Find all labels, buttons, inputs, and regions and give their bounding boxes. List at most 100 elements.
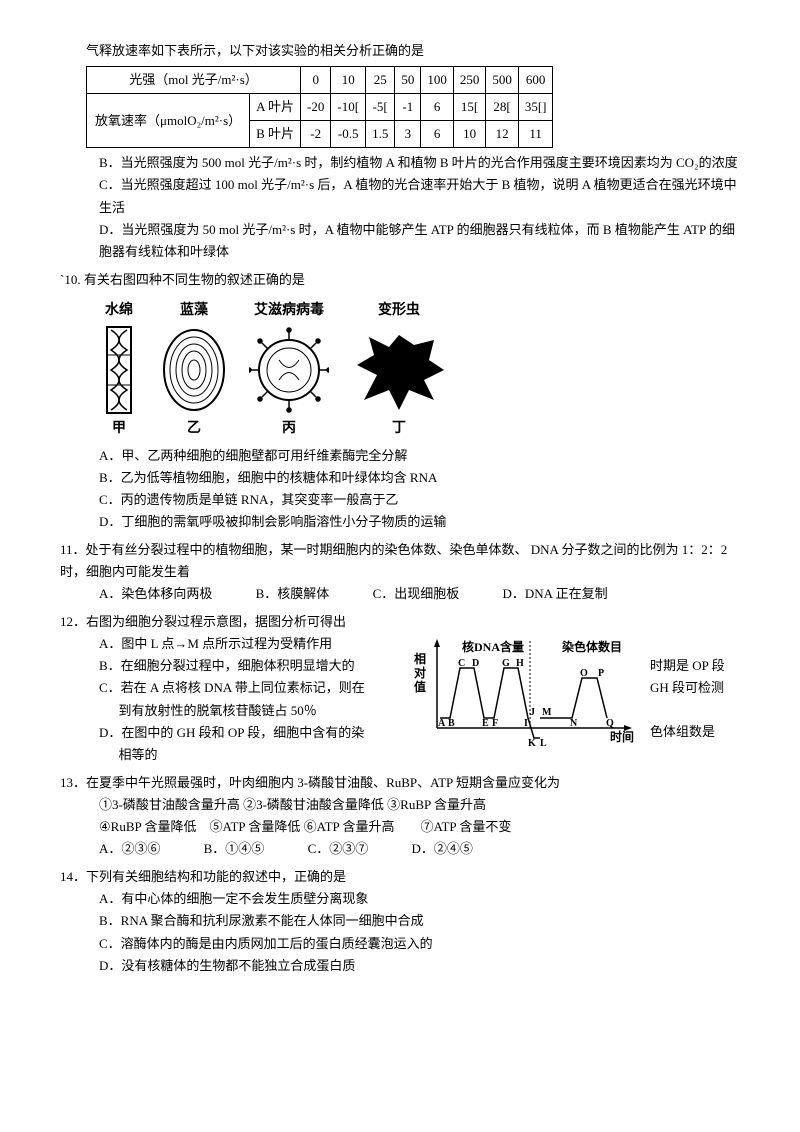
svg-text:M: M [542, 707, 552, 718]
q14-opt-a: A．有中心体的细胞一定不会发生质壁分离现象 [99, 888, 740, 910]
col-1: 10 [331, 67, 366, 94]
b5: 10 [453, 121, 486, 148]
q14-opt-d: D．没有核糖体的生物都不能独立合成蛋白质 [99, 955, 740, 977]
svg-text:P: P [598, 668, 604, 679]
a0: -20 [301, 94, 331, 121]
x-label: 时间 [610, 729, 634, 744]
svg-text:D: D [472, 658, 479, 669]
svg-text:H: H [516, 658, 524, 669]
cyanobacteria-icon [159, 325, 229, 415]
svg-text:J: J [530, 707, 535, 718]
b2: 1.5 [366, 121, 395, 148]
q11-opt-b: B．核膜解体 [256, 583, 330, 605]
q9-opt-b: B．当光照强度为 500 mol 光子/m²·s 时，制约植物 A 和植物 B … [99, 152, 740, 174]
col-5: 250 [453, 67, 486, 94]
q10-opt-a: A．甲、乙两种细胞的细胞壁都可用纤维素酶完全分解 [99, 445, 740, 467]
organism-images: 水绵 甲 蓝藻 乙 艾滋病病毒 [99, 299, 740, 441]
q14-stem: 14．下列有关细胞结构和功能的叙述中，正确的是 [60, 866, 740, 888]
a6: 28[ [486, 94, 519, 121]
q13-opt-a: A．②③⑥ [99, 838, 160, 860]
q10-opt-b: B．乙为低等植物细胞，细胞中的核糖体和叶绿体均含 RNA [99, 467, 740, 489]
col-3: 50 [395, 67, 421, 94]
svg-text:C: C [458, 658, 465, 669]
y-label: 相对值 [414, 651, 426, 694]
svg-text:F: F [492, 718, 498, 729]
label-bottom-4: 丁 [392, 417, 406, 441]
rowA-label: A 叶片 [250, 94, 301, 121]
q11-opt-a: A．染色体移向两极 [99, 583, 212, 605]
a2: -5[ [366, 94, 395, 121]
b7: 11 [518, 121, 553, 148]
q12-opt-c2: 到有放射性的脱氧核苷酸链占 50％ [99, 700, 404, 722]
a4: 6 [421, 94, 454, 121]
q12-c-right: GH 段可检测 [650, 677, 740, 699]
q9-opt-d: D．当光照强度为 50 mol 光子/m²·s 时，A 植物中能够产生 ATP … [99, 219, 740, 263]
intro-text: 气释放速率如下表所示，以下对该实验的相关分析正确的是 [60, 40, 740, 62]
q13-opt-c: C．②③⑦ [308, 838, 369, 860]
q11-stem: 11．处于有丝分裂过程中的植物细胞，某一时期细胞内的染色体数、染色单体数、 DN… [60, 539, 740, 583]
svg-text:L: L [540, 738, 547, 748]
q10-opt-c: C．丙的遗传物质是单链 RNA，其突变率一般高于乙 [99, 489, 740, 511]
q12-stem: 12．右图为细胞分裂过程示意图，据图分析可得出 [60, 611, 740, 633]
col-0: 0 [301, 67, 331, 94]
legend-dna: 核DNA含量 [462, 639, 524, 654]
q13-line2: ④RuBP 含量降低 ⑤ATP 含量降低 ⑥ATP 含量升高 ⑦ATP 含量不变 [99, 816, 740, 838]
svg-text:G: G [502, 658, 510, 669]
b1: -0.5 [331, 121, 366, 148]
b3: 3 [395, 121, 421, 148]
q13-stem: 13．在夏季中午光照最强时，叶肉细胞内 3-磷酸甘油酸、RuBP、ATP 短期含… [60, 772, 740, 794]
legend-chrom: 染色体数目 [561, 639, 622, 654]
hiv-icon [249, 325, 329, 415]
b4: 6 [421, 121, 454, 148]
q13-opt-b: B．①④⑤ [204, 838, 265, 860]
label-bottom-2: 乙 [187, 417, 201, 441]
q11-opt-c: C．出现细胞板 [373, 583, 460, 605]
q12-opt-d1: D．在图中的 GH 段和 OP 段，细胞中含有的染 [99, 722, 404, 744]
q10-opt-d: D．丁细胞的需氧呼吸被抑制会影响脂溶性小分子物质的运输 [99, 511, 740, 533]
q13-opt-d: D．②④⑤ [411, 838, 472, 860]
label-top-4: 变形虫 [378, 299, 420, 323]
th-light: 光强（mol 光子/m²·s） [87, 67, 301, 94]
q12-b-right: 时期是 OP 段 [650, 655, 740, 677]
svg-text:B: B [448, 718, 455, 729]
amoeba-icon [349, 325, 449, 415]
a1: -10[ [331, 94, 366, 121]
svg-text:N: N [570, 718, 578, 729]
col-2: 25 [366, 67, 395, 94]
q12-opt-a: A．图中 L 点→M 点所示过程为受精作用 [99, 633, 404, 655]
q13-line1: ①3-磷酸甘油酸含量升高 ②3-磷酸甘油酸含量降低 ③RuBP 含量升高 [99, 794, 740, 816]
label-bottom-3: 丙 [282, 417, 296, 441]
rowB-label: B 叶片 [250, 121, 301, 148]
a5: 15[ [453, 94, 486, 121]
data-table: 光强（mol 光子/m²·s） 0 10 25 50 100 250 500 6… [86, 66, 553, 148]
q12-opt-b: B．在细胞分裂过程中，细胞体积明显增大的 [99, 655, 404, 677]
q14-opt-c: C．溶酶体内的酶是由内质网加工后的蛋白质经囊泡运入的 [99, 933, 740, 955]
a7: 35[] [518, 94, 553, 121]
svg-text:I: I [524, 718, 528, 729]
col-6: 500 [486, 67, 519, 94]
b0: -2 [301, 121, 331, 148]
row-group: 放氧速率（μmolO₂/m²·s） [87, 94, 250, 148]
q12-opt-c1: C．若在 A 点将核 DNA 带上同位素标记，则在 [99, 677, 404, 699]
spirogyra-icon [99, 325, 139, 415]
svg-text:O: O [580, 668, 588, 679]
q12-d-right: 色体组数是 [650, 721, 740, 743]
cell-division-chart: 相对值 核DNA含量 染色体数目 A B C D E F G H I J [412, 633, 642, 748]
b6: 12 [486, 121, 519, 148]
col-7: 600 [518, 67, 553, 94]
label-top-3: 艾滋病病毒 [254, 299, 324, 323]
svg-text:Q: Q [606, 718, 614, 729]
q11-opt-d: D．DNA 正在复制 [502, 583, 607, 605]
q10-stem: `10. 有关右图四种不同生物的叙述正确的是 [60, 269, 740, 291]
svg-text:E: E [482, 718, 489, 729]
svg-text:K: K [528, 738, 536, 748]
col-4: 100 [421, 67, 454, 94]
q9-opt-c: C．当光照强度超过 100 mol 光子/m²·s 后，A 植物的光合速率开始大… [99, 174, 740, 218]
label-top-2: 蓝藻 [180, 299, 208, 323]
label-bottom-1: 甲 [112, 417, 126, 441]
q12-opt-d2: 相等的 [99, 744, 404, 766]
svg-text:A: A [438, 718, 446, 729]
q14-opt-b: B．RNA 聚合酶和抗利尿激素不能在人体同一细胞中合成 [99, 910, 740, 932]
label-top-1: 水绵 [105, 299, 133, 323]
a3: -1 [395, 94, 421, 121]
